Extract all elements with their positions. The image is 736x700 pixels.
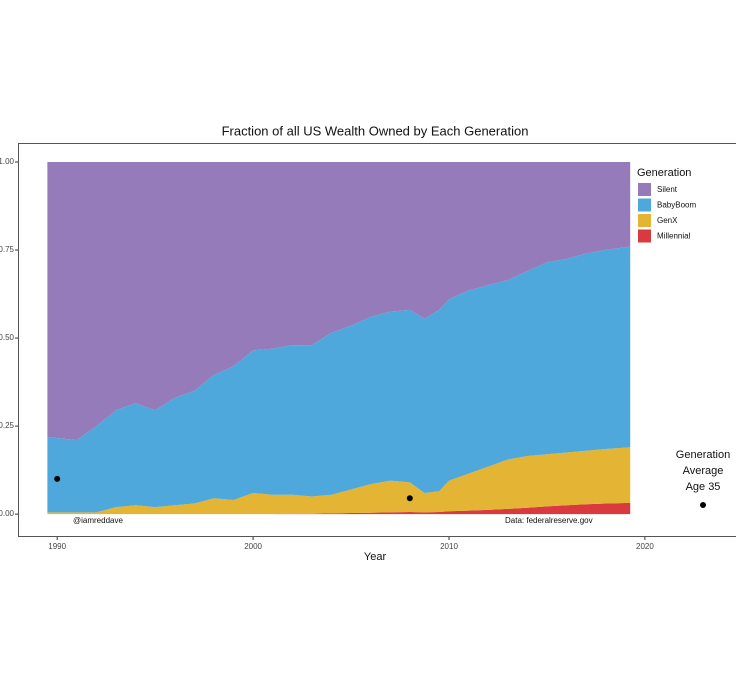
x-axis-title: Year	[364, 551, 387, 563]
chart-title: Fraction of all US Wealth Owned by Each …	[222, 123, 529, 138]
legend-title: Generation	[637, 167, 691, 179]
point	[406, 495, 413, 502]
panel-border	[18, 143, 736, 537]
legend-key	[638, 229, 651, 243]
legend-label: BabyBoom	[657, 201, 696, 210]
credit-annotation: @iamreddave	[73, 516, 123, 525]
points-legend-label: Average	[683, 465, 724, 477]
points-legend-key	[700, 502, 706, 508]
area	[47, 447, 631, 515]
points-legend-label: Age 35	[686, 481, 721, 493]
y-tick-label: 0.50	[0, 333, 15, 342]
source-annotation: Data: federalreserve.gov	[505, 516, 593, 525]
legend-label: Silent	[657, 185, 678, 194]
area	[47, 502, 631, 515]
point	[54, 475, 61, 482]
area	[47, 162, 631, 441]
points-legend-label: Generation	[676, 449, 730, 461]
y-tick-label: 0.75	[0, 245, 15, 254]
y-tick-label: 0.00	[0, 509, 15, 518]
legend-key	[638, 183, 651, 196]
y-tick-label: 0.25	[0, 421, 15, 430]
x-tick-label: 2010	[440, 542, 458, 551]
x-tick-label: 1990	[48, 542, 66, 551]
area	[47, 246, 631, 513]
x-tick-label: 2020	[636, 542, 654, 551]
legend-key	[638, 198, 651, 212]
legend-label: GenX	[657, 216, 678, 225]
legend-label: Millennial	[657, 232, 691, 241]
x-tick-label: 2000	[244, 542, 262, 551]
y-tick-label: 1.00	[0, 157, 15, 166]
legend-key	[638, 214, 651, 227]
